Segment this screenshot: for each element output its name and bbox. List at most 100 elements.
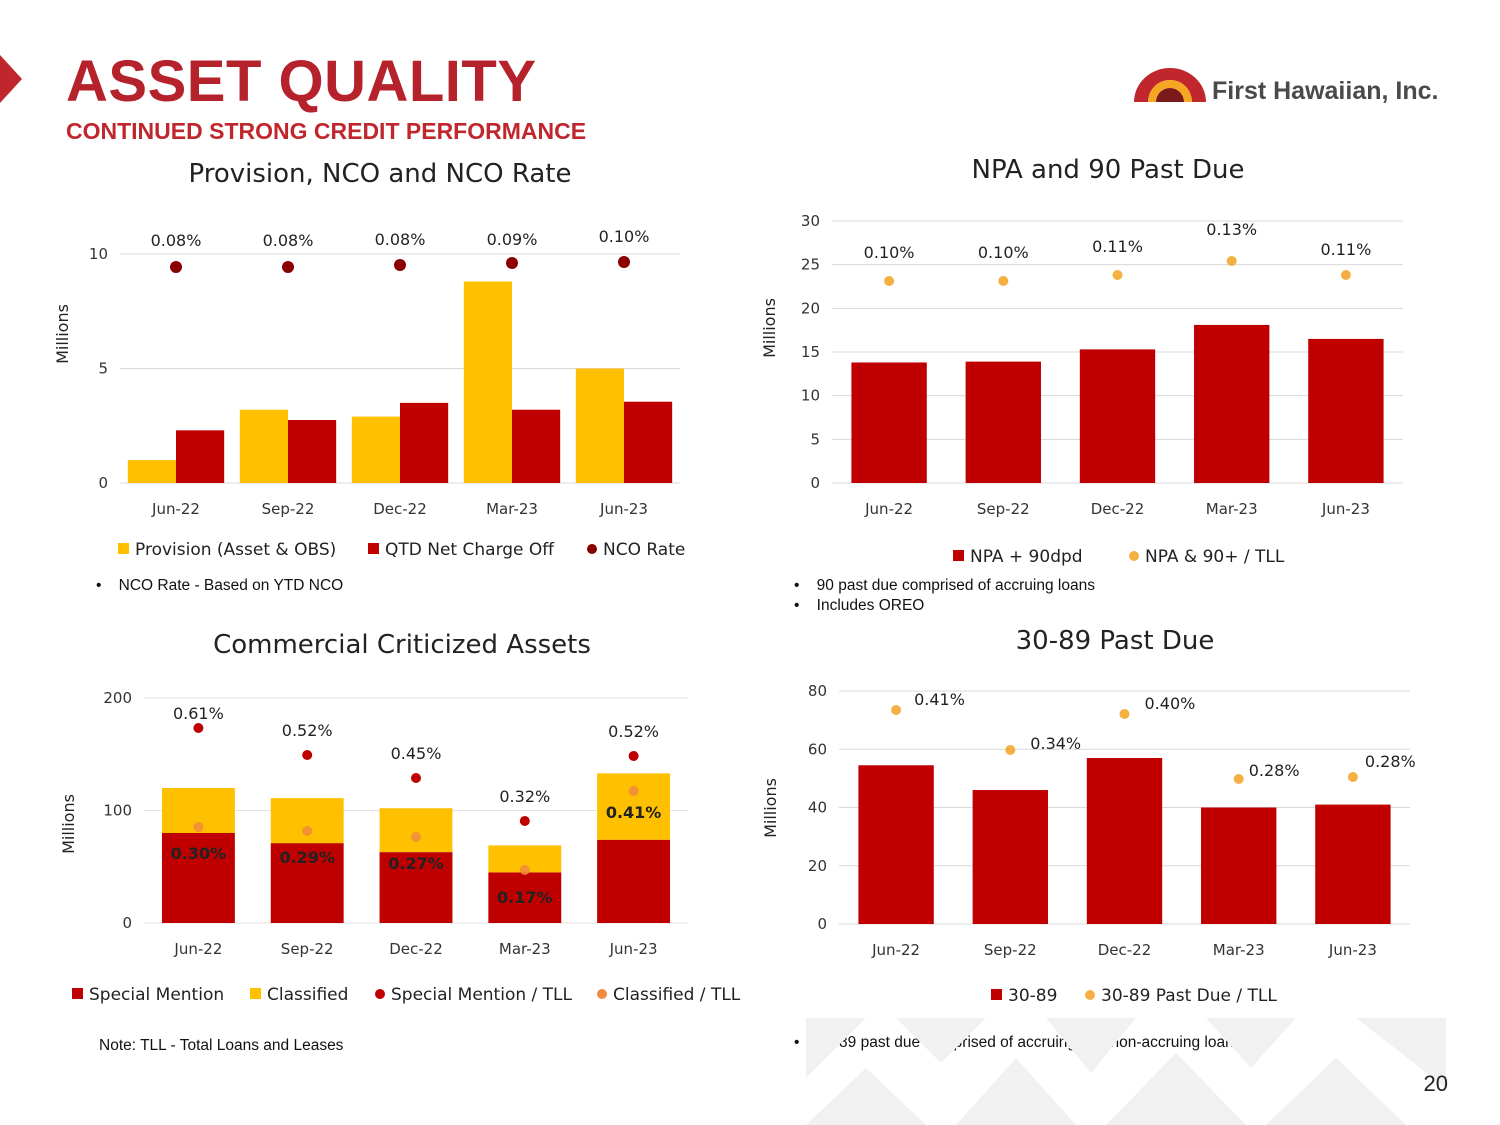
rate-label: 0.52% bbox=[282, 721, 333, 740]
rate-dot bbox=[1226, 256, 1237, 266]
x-tick-label: Sep-22 bbox=[977, 500, 1030, 518]
y-axis-label: Millions bbox=[761, 778, 780, 838]
bar bbox=[1315, 804, 1391, 924]
rate-label: 0.13% bbox=[1206, 220, 1257, 239]
bar-classified bbox=[597, 773, 671, 840]
bar-special-mention bbox=[270, 843, 344, 923]
y-axis-label: Millions bbox=[59, 794, 78, 854]
classified-rate-dot bbox=[411, 832, 421, 842]
page-title: ASSET QUALITY bbox=[66, 49, 537, 114]
bar-provision bbox=[575, 368, 624, 483]
note-text: 90 past due comprised of accruing loans bbox=[816, 577, 1095, 594]
rate-dot bbox=[1347, 772, 1358, 782]
y-tick-label: 60 bbox=[808, 740, 827, 758]
x-tick-label: Sep-22 bbox=[262, 500, 315, 518]
classified-rate-dot bbox=[302, 826, 313, 836]
chart-provision-nco: Provision, NCO and NCO Rate Millions 0 5 1… bbox=[53, 159, 685, 560]
legend-label: NPA + 90dpd bbox=[970, 547, 1083, 567]
rate-dot bbox=[302, 750, 313, 760]
note-oreo: • Includes OREO bbox=[794, 597, 925, 614]
legend-swatch bbox=[597, 989, 607, 999]
bar-special-mention bbox=[488, 872, 562, 923]
bar-nco bbox=[288, 420, 337, 483]
y-tick-label: 20 bbox=[808, 857, 827, 875]
legend-swatch bbox=[250, 988, 261, 999]
plot-area: 0 5 10 Jun-22 0.08% Sep-22 0.08% Dec-22 0.08% Mar… bbox=[89, 227, 680, 518]
y-tick-label: 0 bbox=[817, 915, 827, 933]
x-tick-label: Dec-22 bbox=[1091, 500, 1145, 518]
bar bbox=[1308, 338, 1384, 483]
bar bbox=[965, 361, 1041, 483]
x-tick-label: Jun-23 bbox=[1328, 941, 1377, 959]
x-tick-label: Jun-22 bbox=[871, 941, 920, 959]
chart-30-89-past-due: 30-89 Past Due Millions 020406080Jun-220… bbox=[761, 626, 1416, 1006]
y-tick-label: 200 bbox=[103, 689, 132, 707]
x-tick-label: Sep-22 bbox=[984, 941, 1037, 959]
y-axis-label: Millions bbox=[53, 304, 72, 364]
legend-swatch bbox=[1129, 551, 1139, 561]
rate-label: 0.41% bbox=[914, 690, 965, 709]
logo-text: First Hawaiian, Inc. bbox=[1212, 77, 1439, 105]
rate-dot bbox=[1005, 745, 1016, 755]
legend-label: Special Mention bbox=[89, 985, 224, 1005]
legend-label: QTD Net Charge Off bbox=[385, 540, 555, 560]
rate-label: 0.28% bbox=[1365, 752, 1416, 771]
x-tick-label: Dec-22 bbox=[389, 940, 443, 958]
y-tick-label: 10 bbox=[801, 387, 820, 405]
rate-dot bbox=[394, 259, 406, 271]
plot-area: 0 5 10 15 20 25 30 Jun-22 0.10% Sep-22 0.10% Dec-22… bbox=[801, 212, 1403, 518]
legend-swatch bbox=[118, 543, 129, 554]
rate-label: 0.61% bbox=[173, 704, 224, 723]
chart-title: 30-89 Past Due bbox=[1016, 626, 1215, 656]
rate-label: 0.34% bbox=[1030, 734, 1081, 753]
y-tick-label: 30 bbox=[801, 212, 820, 230]
rate-dot bbox=[891, 705, 902, 715]
rate-dot bbox=[193, 723, 204, 733]
legend-label: 30-89 Past Due / TLL bbox=[1101, 986, 1277, 1006]
classified-rate-label: 0.30% bbox=[171, 844, 227, 863]
bar-special-mention bbox=[161, 833, 235, 923]
rate-label: 0.09% bbox=[487, 230, 538, 249]
y-tick-label: 25 bbox=[801, 256, 820, 274]
rate-label: 0.08% bbox=[151, 231, 202, 250]
y-axis-label: Millions bbox=[760, 298, 779, 358]
y-tick-label: 100 bbox=[103, 802, 132, 820]
x-tick-label: Sep-22 bbox=[281, 940, 334, 958]
rate-dot bbox=[170, 261, 182, 273]
y-tick-label: 0 bbox=[98, 474, 108, 492]
legend-swatch bbox=[991, 989, 1002, 1000]
legend-swatch bbox=[368, 543, 379, 554]
note-nco-rate: • NCO Rate - Based on YTD NCO bbox=[96, 577, 344, 594]
bar bbox=[858, 765, 934, 924]
legend: 30-89 30-89 Past Due / TLL bbox=[991, 986, 1277, 1006]
bar-special-mention bbox=[597, 839, 671, 923]
bar-provision bbox=[127, 460, 176, 483]
classified-rate-dot bbox=[193, 822, 204, 832]
note-text: NCO Rate - Based on YTD NCO bbox=[118, 577, 344, 594]
legend-label: Classified bbox=[267, 985, 348, 1005]
decorative-pattern bbox=[806, 1018, 1446, 1125]
bar bbox=[972, 790, 1048, 924]
x-tick-label: Jun-23 bbox=[1321, 500, 1370, 518]
chart-title: Commercial Criticized Assets bbox=[213, 630, 591, 660]
rate-label: 0.10% bbox=[599, 227, 650, 246]
slide-marker-arrow bbox=[0, 55, 22, 103]
legend-swatch bbox=[587, 544, 597, 554]
legend-label: 30-89 bbox=[1008, 986, 1057, 1006]
note-90pd: • 90 past due comprised of accruing loan… bbox=[794, 577, 1095, 594]
x-tick-label: Jun-22 bbox=[173, 940, 222, 958]
rate-dot bbox=[628, 751, 639, 761]
bar bbox=[1086, 757, 1163, 924]
y-tick-label: 0 bbox=[122, 914, 132, 932]
chart-title: Provision, NCO and NCO Rate bbox=[188, 159, 571, 189]
legend-label: NPA & 90+ / TLL bbox=[1145, 547, 1285, 567]
classified-rate-dot bbox=[519, 865, 530, 875]
rate-dot bbox=[884, 276, 895, 286]
legend: Provision (Asset & OBS) QTD Net Charge Of… bbox=[118, 540, 685, 560]
note-tll: Note: TLL - Total Loans and Leases bbox=[99, 1037, 344, 1054]
y-tick-label: 40 bbox=[808, 799, 827, 817]
chart-title: NPA and 90 Past Due bbox=[972, 155, 1245, 185]
bar bbox=[851, 362, 927, 483]
rate-label: 0.10% bbox=[864, 243, 915, 262]
legend-swatch bbox=[72, 988, 83, 999]
